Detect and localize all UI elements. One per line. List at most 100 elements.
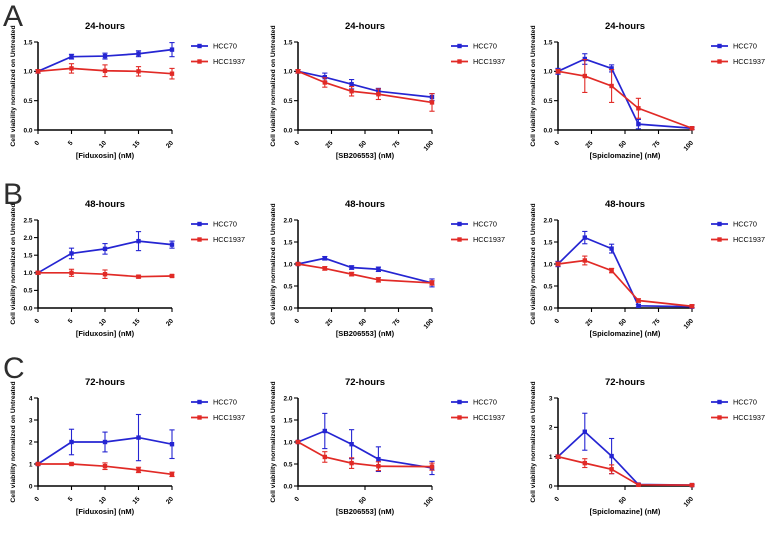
y-axis-label: Cell viability normalized on Untreated <box>10 203 17 324</box>
chart-svg: 72-hours Cell viability normalized on Unt… <box>530 377 765 516</box>
x-axis-label: [Fiduxosin] (nM) <box>76 507 135 516</box>
y-tick-label: 4 <box>29 395 33 402</box>
data-marker <box>322 454 327 460</box>
x-tick-label: 75 <box>651 317 661 327</box>
data-marker <box>429 100 435 105</box>
legend-marker <box>717 415 722 420</box>
y-tick-label: 0.5 <box>283 283 292 290</box>
x-tick-label: 25 <box>324 139 334 149</box>
x-tick-label: 5 <box>67 139 75 147</box>
legend-marker <box>457 415 462 420</box>
chart-svg: 24-hours Cell viability normalized on Unt… <box>10 21 245 160</box>
y-tick-label: 0.5 <box>23 98 32 105</box>
data-marker <box>349 82 354 87</box>
data-marker <box>376 267 381 272</box>
legend-label: HCC70 <box>213 42 237 51</box>
y-tick-label: 0.0 <box>283 127 292 134</box>
data-marker <box>136 274 141 279</box>
y-axis-label: Cell viability normalized on Untreated <box>530 381 537 502</box>
legend-marker <box>717 399 722 405</box>
y-tick-label: 1.0 <box>23 69 32 76</box>
y-tick-label: 1.0 <box>283 439 292 446</box>
data-marker <box>35 461 41 467</box>
data-marker <box>136 435 141 440</box>
legend-label: HCC1937 <box>213 57 245 66</box>
y-tick-label: 3 <box>29 417 33 424</box>
chart-svg: 48-hours Cell viability normalized on Unt… <box>270 199 505 338</box>
data-marker <box>169 242 175 247</box>
chart-48h-sb206553: 48-hours Cell viability normalized on Unt… <box>260 178 519 355</box>
x-tick-label: 25 <box>324 317 334 327</box>
legend-label: HCC70 <box>213 220 237 229</box>
data-marker <box>102 272 108 277</box>
data-marker <box>169 273 175 279</box>
x-axis-label: [Spiclomazine] (nM) <box>590 507 661 516</box>
panel-label-a: A <box>3 0 24 33</box>
data-marker <box>102 53 108 59</box>
x-tick-label: 100 <box>423 495 436 508</box>
x-tick-label: 100 <box>683 317 696 330</box>
x-axis-label: [SB206553] (nM) <box>336 507 395 516</box>
y-tick-label: 1 <box>29 461 33 468</box>
x-tick-label: 25 <box>584 317 594 327</box>
chart-title: 72-hours <box>605 377 645 388</box>
chart-24h-fiduxosin: 24-hours Cell viability normalized on Unt… <box>0 0 259 177</box>
y-tick-label: 1.0 <box>283 69 292 76</box>
data-marker <box>102 439 108 445</box>
legend-marker <box>717 43 722 49</box>
data-marker <box>376 277 381 283</box>
y-axis-label: Cell viability normalized on Untreated <box>270 381 277 502</box>
chart-svg: 48-hours Cell viability normalized on Unt… <box>10 199 245 338</box>
x-tick-label: 75 <box>391 139 401 149</box>
legend-marker <box>457 399 462 405</box>
data-marker <box>322 266 327 271</box>
data-marker <box>349 89 354 94</box>
legend-label: HCC70 <box>733 398 757 407</box>
y-tick-label: 2.0 <box>543 217 552 224</box>
chart-svg: 24-hours Cell viability normalized on Unt… <box>530 21 765 160</box>
x-tick-label: 50 <box>358 139 368 149</box>
series-line-hcc70 <box>557 58 693 130</box>
series-line-hcc1937 <box>557 70 693 130</box>
x-axis-label: [Fiduxosin] (nM) <box>76 151 135 160</box>
chart-title: 48-hours <box>345 199 385 210</box>
legend-marker <box>457 43 462 49</box>
y-tick-label: 1.5 <box>543 39 552 46</box>
chart-24h-sb206553: 24-hours Cell viability normalized on Unt… <box>260 0 519 177</box>
legend-marker <box>457 221 462 227</box>
axis-lines <box>297 42 432 131</box>
legend-label: HCC1937 <box>733 235 765 244</box>
x-tick-label: 20 <box>165 317 175 327</box>
data-marker <box>582 73 587 79</box>
x-tick-label: 100 <box>683 495 696 508</box>
legend-label: HCC1937 <box>473 413 505 422</box>
data-marker <box>322 428 327 434</box>
data-marker <box>376 464 381 469</box>
data-marker <box>349 442 354 447</box>
y-tick-label: 2 <box>549 425 553 432</box>
data-marker <box>102 246 108 252</box>
x-tick-label: 5 <box>67 495 75 503</box>
x-tick-label: 0 <box>33 495 41 503</box>
data-marker <box>689 304 695 309</box>
y-tick-label: 0.0 <box>543 127 552 134</box>
data-marker <box>69 66 74 71</box>
data-marker <box>609 467 614 472</box>
y-tick-label: 1.0 <box>283 261 292 268</box>
y-axis-label: Cell viability normalized on Untreated <box>270 203 277 324</box>
data-marker <box>636 482 641 488</box>
legend-marker <box>197 399 202 405</box>
data-marker <box>582 460 587 466</box>
x-tick-label: 75 <box>651 139 661 149</box>
x-tick-label: 0 <box>553 139 561 147</box>
x-tick-label: 20 <box>165 139 175 149</box>
legend-label: HCC70 <box>473 398 497 407</box>
x-tick-label: 0 <box>293 317 301 325</box>
y-tick-label: 0.5 <box>283 98 292 105</box>
legend-label: HCC1937 <box>733 57 765 66</box>
chart-title: 48-hours <box>85 199 125 210</box>
chart-title: 72-hours <box>345 377 385 388</box>
y-tick-label: 0.0 <box>543 305 552 312</box>
chart-24h-spiclomazine: 24-hours Cell viability normalized on Unt… <box>520 0 778 177</box>
data-marker <box>636 121 641 127</box>
